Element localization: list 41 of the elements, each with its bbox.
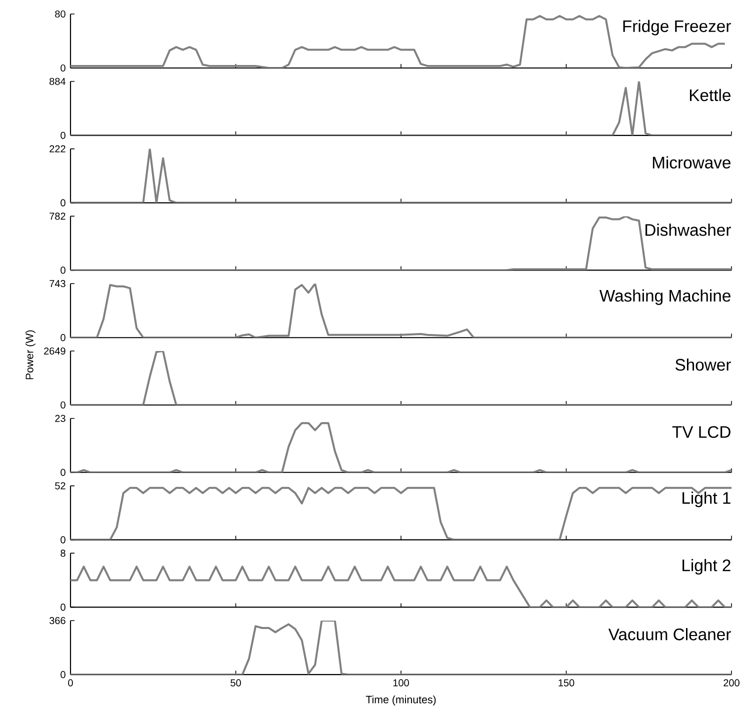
x-tick-label: 0 — [68, 679, 73, 686]
line-series — [70, 216, 732, 270]
chart-title: Light 1 — [682, 492, 730, 508]
chart-title: Vacuum Cleaner — [608, 628, 731, 640]
y-tick-label: 0 — [60, 334, 66, 342]
y-tick-label: 222 — [50, 145, 66, 152]
y-tick-label: 0 — [60, 199, 66, 206]
y-tick-label: 23 — [55, 414, 66, 422]
y-tick-label: 0 — [60, 536, 66, 544]
chart-title: Washing Machine — [599, 289, 730, 305]
y-tick-label: 743 — [50, 280, 66, 288]
y-tick-label: 884 — [50, 78, 66, 85]
chart-title: Shower — [675, 358, 731, 371]
x-tick-label: 50 — [230, 679, 241, 686]
x-tick-label: 200 — [724, 679, 740, 686]
y-tick-label: 0 — [60, 132, 66, 139]
y-tick-label: 0 — [60, 671, 66, 678]
y-tick-label: 366 — [49, 617, 66, 624]
line-series — [70, 81, 732, 136]
chart-title: Light 2 — [682, 559, 730, 575]
chart-title: Fridge Freezer — [623, 20, 731, 36]
y-tick-label: 782 — [50, 212, 66, 220]
chart-title: Microwave — [652, 156, 730, 169]
x-axis-title: Time (minutes) — [366, 696, 436, 706]
y-tick-label: 2649 — [44, 347, 66, 355]
y-tick-label: 0 — [60, 468, 66, 476]
y-tick-label: 0 — [60, 401, 66, 409]
x-tick-label: 150 — [558, 679, 574, 686]
chart-title: Dishwasher — [646, 224, 731, 236]
chart-title: TV LCD — [672, 426, 730, 438]
y-tick-label: 80 — [55, 10, 66, 18]
line-series — [70, 148, 732, 203]
y-tick-label: 8 — [60, 550, 66, 557]
y-tick-label: 0 — [60, 266, 66, 274]
y-tick-label: 0 — [60, 64, 66, 72]
chart-title: Kettle — [690, 88, 730, 102]
y-tick-label: 0 — [60, 604, 66, 611]
x-tick-label: 100 — [393, 679, 409, 686]
line-series — [70, 350, 732, 405]
y-tick-label: 52 — [55, 482, 66, 490]
y-axis-title: Power (W) — [25, 330, 36, 380]
